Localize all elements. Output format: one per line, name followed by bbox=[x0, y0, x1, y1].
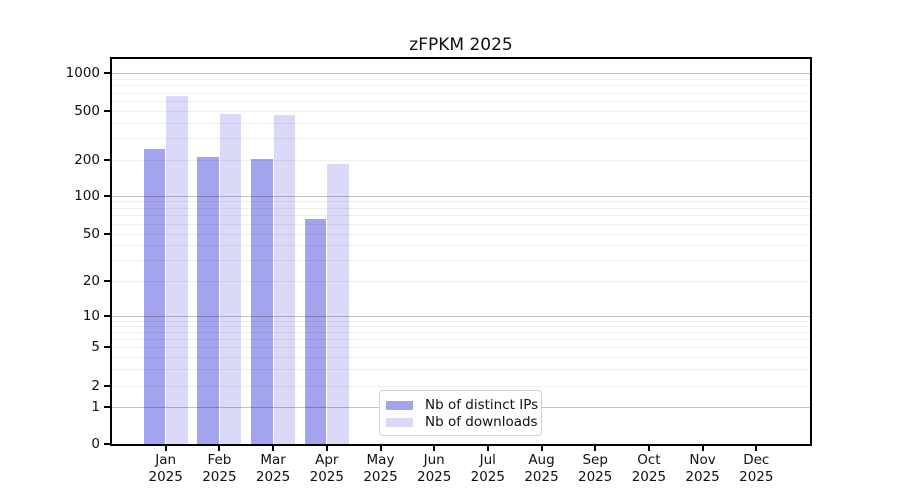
legend-label-distinct-ips: Nb of distinct IPs bbox=[425, 397, 539, 413]
x-tick-mark-may-2025 bbox=[379, 446, 382, 451]
gridline-600 bbox=[112, 101, 810, 103]
x-tick-mark-jul-2025 bbox=[486, 446, 489, 451]
bar-downloads-feb-2025 bbox=[219, 114, 242, 444]
x-tick-label-aug-2025: Aug 2025 bbox=[524, 452, 559, 485]
gridline-70 bbox=[112, 215, 810, 217]
x-tick-label-jul-2025: Jul 2025 bbox=[470, 452, 505, 485]
x-tick-mark-dec-2025 bbox=[755, 446, 758, 451]
legend-swatch-downloads bbox=[386, 417, 413, 427]
y-tick-mark-0 bbox=[104, 443, 110, 445]
gridline-6 bbox=[112, 338, 810, 340]
x-tick-mark-apr-2025 bbox=[325, 446, 328, 451]
x-tick-mark-sep-2025 bbox=[594, 446, 597, 451]
legend-label-downloads: Nb of downloads bbox=[425, 414, 538, 430]
x-tick-label-oct-2025: Oct 2025 bbox=[631, 452, 667, 485]
y-tick-mark-200 bbox=[104, 159, 110, 161]
y-tick-mark-10 bbox=[104, 315, 110, 317]
y-tick-label-10: 10 bbox=[82, 308, 100, 324]
gridline-80 bbox=[112, 207, 810, 209]
gridline-700 bbox=[112, 92, 810, 94]
x-tick-label-nov-2025: Nov 2025 bbox=[685, 452, 720, 485]
y-tick-mark-500 bbox=[104, 110, 110, 112]
y-tick-label-500: 500 bbox=[74, 103, 100, 119]
plot-area: Nb of distinct IPs Nb of downloads bbox=[110, 57, 812, 446]
legend-item-downloads: Nb of downloads bbox=[386, 414, 538, 430]
gridline-300 bbox=[112, 138, 810, 140]
gridline-9 bbox=[112, 320, 810, 322]
x-tick-label-dec-2025: Dec 2025 bbox=[739, 452, 774, 485]
legend: Nb of distinct IPs Nb of downloads bbox=[379, 390, 542, 436]
gridline-40 bbox=[112, 245, 810, 247]
x-tick-mark-nov-2025 bbox=[701, 446, 704, 451]
y-tick-mark-100 bbox=[104, 194, 110, 197]
bar-ips-apr-2025 bbox=[304, 218, 327, 444]
bar-downloads-jan-2025 bbox=[166, 95, 188, 444]
x-tick-label-feb-2025: Feb 2025 bbox=[202, 452, 237, 485]
x-tick-mark-feb-2025 bbox=[218, 446, 221, 451]
y-tick-mark-2 bbox=[104, 385, 110, 387]
x-tick-mark-oct-2025 bbox=[647, 446, 650, 451]
bar-ips-jan-2025 bbox=[143, 149, 166, 444]
gridline-900 bbox=[112, 79, 810, 80]
y-tick-label-2: 2 bbox=[91, 378, 100, 394]
y-tick-label-0: 0 bbox=[91, 436, 100, 452]
gridline-8 bbox=[112, 326, 810, 327]
gridline-100 bbox=[112, 195, 810, 197]
y-tick-label-5: 5 bbox=[91, 339, 100, 355]
y-tick-label-200: 200 bbox=[74, 152, 100, 168]
bar-downloads-mar-2025 bbox=[273, 114, 296, 444]
x-tick-label-mar-2025: Mar 2025 bbox=[255, 452, 291, 485]
bar-ips-feb-2025 bbox=[197, 157, 219, 444]
x-tick-label-jun-2025: Jun 2025 bbox=[417, 452, 452, 485]
y-tick-label-100: 100 bbox=[74, 187, 100, 204]
y-tick-label-1: 1 bbox=[91, 399, 100, 415]
x-tick-label-jan-2025: Jan 2025 bbox=[148, 452, 183, 485]
gridline-400 bbox=[112, 122, 810, 124]
x-tick-label-apr-2025: Apr 2025 bbox=[309, 452, 344, 485]
gridline-10 bbox=[112, 316, 810, 317]
gridline-50 bbox=[112, 234, 810, 235]
gridline-500 bbox=[112, 111, 810, 112]
y-tick-mark-1000 bbox=[104, 72, 110, 75]
gridline-3 bbox=[112, 368, 810, 370]
y-tick-mark-5 bbox=[104, 346, 110, 348]
x-tick-mark-jan-2025 bbox=[164, 446, 167, 451]
y-tick-label-20: 20 bbox=[82, 273, 100, 289]
gridline-2 bbox=[112, 386, 810, 387]
bar-ips-mar-2025 bbox=[251, 158, 273, 444]
gridline-200 bbox=[112, 160, 810, 161]
legend-item-distinct-ips: Nb of distinct IPs bbox=[386, 397, 538, 413]
chart-title: zFPKM 2025 bbox=[409, 35, 513, 55]
y-tick-mark-20 bbox=[104, 280, 110, 282]
gridline-1000 bbox=[112, 73, 810, 75]
gridline-20 bbox=[112, 281, 810, 282]
y-tick-mark-1 bbox=[104, 406, 110, 408]
gridline-5 bbox=[112, 347, 810, 348]
gridline-7 bbox=[112, 332, 810, 333]
y-tick-mark-50 bbox=[104, 233, 110, 235]
x-tick-mark-mar-2025 bbox=[272, 446, 275, 451]
y-tick-label-50: 50 bbox=[82, 226, 100, 242]
x-tick-label-may-2025: May 2025 bbox=[363, 452, 398, 485]
x-tick-mark-aug-2025 bbox=[540, 446, 543, 451]
bar-downloads-apr-2025 bbox=[327, 164, 349, 444]
gridline-800 bbox=[112, 85, 810, 87]
gridline-30 bbox=[112, 260, 810, 262]
gridline-4 bbox=[112, 356, 810, 358]
legend-swatch-distinct-ips bbox=[386, 400, 413, 410]
y-tick-label-1000: 1000 bbox=[65, 65, 100, 82]
x-tick-mark-jun-2025 bbox=[433, 446, 436, 451]
x-tick-label-sep-2025: Sep 2025 bbox=[578, 452, 613, 485]
gridline-90 bbox=[112, 201, 810, 203]
gridline-60 bbox=[112, 223, 810, 225]
